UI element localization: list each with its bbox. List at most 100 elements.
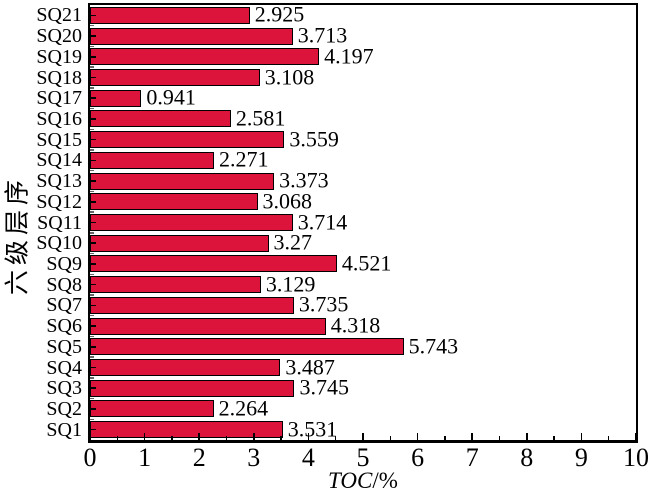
y-category-label: SQ16: [36, 107, 82, 130]
y-category-label: SQ4: [46, 356, 82, 379]
bar-value-label: 5.743: [408, 333, 459, 359]
y-axis-minor-tick: [90, 24, 94, 27]
y-category-label: SQ15: [36, 128, 82, 151]
bar-value-label: 3.129: [265, 271, 316, 297]
y-axis-minor-tick: [90, 273, 94, 276]
bar-sq3: [90, 379, 295, 397]
y-axis-major-tick: [90, 97, 96, 99]
bar-sq18: [90, 69, 260, 86]
bar-value-label: 2.581: [235, 105, 286, 131]
y-category-label: SQ1: [46, 418, 82, 441]
x-axis-major-tick: [580, 433, 583, 440]
bar-sq20: [90, 27, 293, 45]
y-axis-minor-tick: [90, 335, 94, 338]
bar-sq2: [90, 400, 214, 418]
x-axis-major-tick: [89, 433, 91, 440]
y-axis-major-tick: [90, 14, 96, 17]
bar-value-label: 4.197: [324, 43, 374, 69]
bar-value-label: 3.373: [279, 167, 329, 193]
x-axis-minor-tick: [498, 436, 501, 440]
y-axis-major-tick: [90, 138, 96, 141]
bar-value-label: 3.559: [289, 126, 339, 152]
bar-sq16: [90, 110, 231, 128]
y-category-label: SQ21: [36, 4, 82, 27]
y-axis-minor-tick: [90, 87, 94, 89]
bar-value-label: 3.27: [273, 229, 313, 255]
y-axis-minor-tick: [90, 314, 94, 317]
y-category-label: SQ5: [46, 335, 82, 358]
bar-sq7: [90, 296, 294, 314]
y-category-label: SQ13: [36, 170, 82, 193]
x-axis-major-tick: [471, 433, 473, 440]
bar-sq6: [90, 317, 326, 335]
bar-sq9: [90, 255, 337, 273]
y-axis-major-tick: [90, 201, 96, 203]
y-axis-major-tick: [90, 366, 96, 369]
y-axis-major-tick: [90, 387, 96, 389]
bar-value-label: 4.521: [341, 250, 392, 276]
x-axis-major-tick: [416, 433, 419, 440]
y-axis-minor-tick: [90, 149, 94, 151]
y-category-label: SQ11: [37, 211, 82, 234]
x-tick-label: 10: [623, 443, 649, 472]
x-axis-tick-labels: 0 1 2 3 4 5 6 7 8 9 10: [84, 443, 650, 473]
bar-sq19: [90, 48, 320, 66]
bar-value-label: 2.925: [254, 1, 305, 27]
x-tick-label: 5: [356, 443, 370, 472]
x-axis-major-tick: [143, 433, 146, 440]
y-category-label: SQ17: [36, 87, 82, 110]
y-axis-minor-tick: [90, 232, 94, 234]
x-axis-minor-tick: [225, 436, 228, 440]
x-tick-label: 9: [574, 443, 588, 472]
y-category-label: SQ10: [36, 232, 82, 255]
bar-value-label: 4.318: [330, 312, 381, 338]
bar-sq11: [90, 214, 293, 231]
bar-value-label: 2.271: [218, 146, 269, 172]
x-tick-label: 6: [411, 443, 425, 472]
bar-value-label: 0.941: [146, 84, 196, 110]
y-axis-minor-tick: [90, 190, 94, 193]
y-axis-major-tick: [90, 408, 96, 410]
y-axis-minor-tick: [90, 377, 94, 379]
y-axis-minor-tick: [90, 128, 94, 131]
x-tick-label: 3: [247, 443, 261, 472]
y-category-label: SQ20: [36, 25, 82, 48]
x-axis-title-unit: /%: [372, 468, 398, 493]
bar-sq21: [90, 6, 250, 24]
x-tick-label: 8: [520, 443, 534, 472]
bar-value-label: 3.068: [262, 188, 313, 214]
bar-sq15: [90, 131, 285, 149]
y-axis-minor-tick: [90, 211, 94, 213]
x-tick-label: 7: [465, 443, 479, 472]
x-axis-minor-tick: [444, 436, 446, 440]
y-axis-minor-tick: [90, 169, 94, 172]
x-axis-major-tick: [198, 433, 200, 440]
x-tick-label: 1: [138, 443, 152, 472]
y-axis-major-tick: [90, 428, 96, 431]
y-axis-major-tick: [90, 180, 96, 182]
y-axis-major-tick: [90, 221, 96, 224]
y-category-label: SQ2: [46, 397, 82, 420]
x-axis-major-tick: [253, 433, 255, 440]
bar-sq14: [90, 151, 214, 169]
bar-value-label: 2.264: [218, 395, 269, 421]
y-category-label: SQ3: [46, 377, 82, 400]
x-tick-label: 4: [301, 443, 315, 472]
x-tick-label: 2: [192, 443, 206, 472]
bar-value-label: 3.714: [297, 209, 348, 235]
y-axis-major-tick: [90, 76, 96, 79]
bar-sq5: [90, 338, 404, 356]
y-axis-major-tick: [90, 118, 96, 120]
y-category-label: SQ19: [36, 45, 82, 68]
x-tick-label: 0: [83, 443, 97, 472]
y-axis-minor-tick: [90, 66, 94, 68]
y-axis-minor-tick: [90, 252, 94, 255]
plot-area: 2.925 3.713 4.197 3.108 0.941 2.581 3.559 2.271…: [88, 3, 638, 443]
y-category-label: SQ8: [46, 273, 82, 296]
x-axis-major-tick: [307, 433, 310, 440]
y-axis-minor-tick: [90, 294, 94, 296]
bar-sq12: [90, 193, 258, 211]
bar-value-label: 3.487: [285, 354, 335, 380]
y-axis-minor-tick: [90, 397, 94, 400]
x-axis-major-tick: [635, 433, 637, 440]
